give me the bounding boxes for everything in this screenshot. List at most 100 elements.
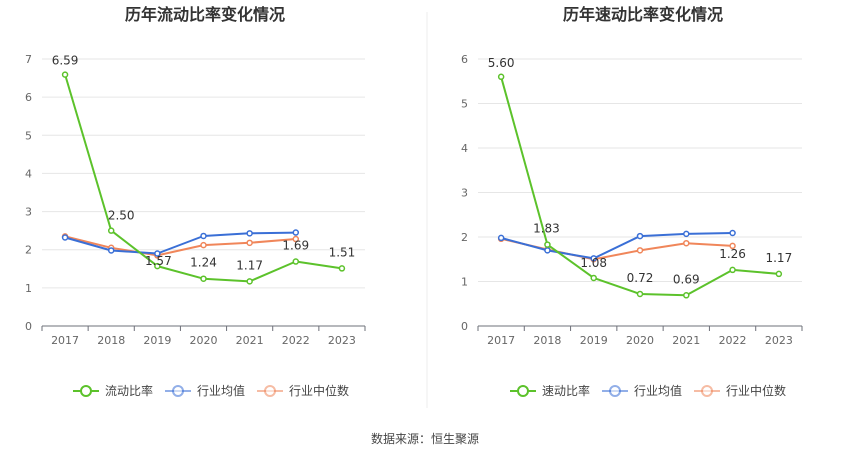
y-tick-label: 2 — [461, 231, 468, 244]
data-point — [154, 250, 161, 257]
legend-label: 行业均值 — [197, 383, 245, 398]
data-point — [338, 265, 346, 272]
y-tick-label: 4 — [25, 167, 32, 180]
data-point — [683, 292, 690, 299]
data-point — [107, 247, 115, 254]
data-point — [497, 73, 505, 81]
data-label: 2.50 — [108, 209, 135, 223]
x-tick-label: 2023 — [328, 334, 356, 347]
y-tick-label: 7 — [25, 53, 32, 66]
data-point — [107, 227, 115, 234]
data-point — [683, 239, 690, 247]
data-point — [636, 232, 644, 240]
x-tick-label: 2017 — [51, 334, 79, 347]
data-point — [200, 275, 207, 282]
data-point — [683, 230, 690, 238]
legend-item-3: 行业中位数 — [257, 383, 349, 398]
data-label: 1.57 — [145, 254, 172, 268]
y-tick-label: 4 — [461, 142, 468, 155]
legend-label: 行业中位数 — [289, 383, 349, 398]
x-tick-label: 2019 — [143, 334, 171, 347]
x-tick-label: 2021 — [672, 334, 700, 347]
y-tick-label: 0 — [25, 320, 32, 333]
legend-marker — [609, 385, 621, 397]
series-line-1 — [500, 76, 779, 297]
x-tick-label: 2021 — [236, 334, 264, 347]
series-line-3 — [64, 235, 296, 257]
y-tick-label: 3 — [461, 187, 468, 200]
x-tick-label: 2018 — [533, 334, 561, 347]
data-label: 1.17 — [236, 258, 263, 272]
data-point — [246, 230, 253, 237]
y-tick-label: 1 — [461, 276, 468, 289]
chart-title: 历年速动比率变化情况 — [563, 5, 723, 24]
data-label: 1.51 — [329, 245, 356, 259]
legend-marker — [80, 385, 92, 397]
data-label: 0.72 — [627, 271, 654, 285]
x-tick-label: 2020 — [190, 334, 218, 347]
x-tick-label: 2020 — [626, 334, 654, 347]
legend-label: 行业中位数 — [726, 383, 786, 398]
data-point — [775, 270, 783, 278]
data-point — [544, 241, 551, 248]
series-line-3 — [500, 237, 733, 261]
y-tick-label: 5 — [25, 129, 32, 142]
data-point — [590, 255, 597, 262]
legend-marker — [264, 385, 276, 397]
legend-label: 速动比率 — [542, 383, 590, 398]
x-tick-label: 2023 — [765, 334, 793, 347]
series-line-2 — [64, 231, 296, 255]
y-tick-label: 5 — [461, 98, 468, 111]
y-tick-label: 6 — [25, 91, 32, 104]
legend-item-2: 行业均值 — [165, 383, 245, 398]
data-point — [544, 247, 551, 254]
data-label: 5.60 — [488, 56, 515, 70]
data-label: 0.69 — [673, 272, 700, 286]
x-tick-label: 2022 — [282, 334, 310, 347]
data-label: 1.26 — [719, 247, 746, 261]
data-point — [292, 235, 300, 243]
data-point — [497, 234, 505, 242]
legend-item-1: 流动比率 — [73, 383, 153, 398]
y-tick-label: 6 — [461, 53, 468, 66]
data-point — [292, 258, 300, 265]
data-point — [200, 241, 207, 249]
series-line-2 — [500, 232, 733, 260]
x-tick-label: 2018 — [97, 334, 125, 347]
data-label: 1.69 — [282, 239, 309, 253]
data-label: 1.08 — [580, 256, 607, 270]
legend-marker — [172, 385, 184, 397]
data-point — [729, 266, 736, 274]
data-point — [246, 278, 253, 285]
data-point — [200, 232, 207, 240]
data-point — [61, 71, 69, 78]
data-point — [729, 229, 736, 237]
chart-title: 历年流动比率变化情况 — [125, 5, 285, 24]
data-point — [590, 274, 597, 282]
x-tick-label: 2022 — [719, 334, 747, 347]
chart-panel-2: 历年速动比率变化情况 0 1 2 3 4 5 6 2017 2018 2019 2020 2021 202… — [461, 5, 803, 398]
data-point — [729, 242, 736, 250]
data-point — [154, 262, 161, 270]
y-tick-label: 3 — [25, 206, 32, 219]
source-note: 数据来源：恒生聚源 — [371, 431, 479, 446]
x-tick-label: 2019 — [580, 334, 608, 347]
data-point — [292, 229, 300, 236]
legend-item-2: 行业均值 — [602, 383, 682, 398]
legend-label: 行业均值 — [634, 383, 682, 398]
y-tick-label: 2 — [25, 244, 32, 257]
y-tick-label: 0 — [461, 320, 468, 333]
legend-marker — [701, 385, 713, 397]
legend-item-3: 行业中位数 — [694, 383, 786, 398]
legend-label: 流动比率 — [105, 383, 153, 398]
legend-item-1: 速动比率 — [510, 383, 590, 398]
data-point — [61, 234, 69, 241]
x-tick-label: 2017 — [487, 334, 515, 347]
data-label: 1.83 — [533, 222, 560, 236]
data-point — [246, 239, 253, 247]
legend-marker — [517, 385, 529, 397]
data-point — [636, 247, 644, 254]
chart-panel-1: 历年流动比率变化情况 0 1 2 3 4 5 6 7 2017 2018 2019 2020 2021 20… — [25, 5, 366, 398]
